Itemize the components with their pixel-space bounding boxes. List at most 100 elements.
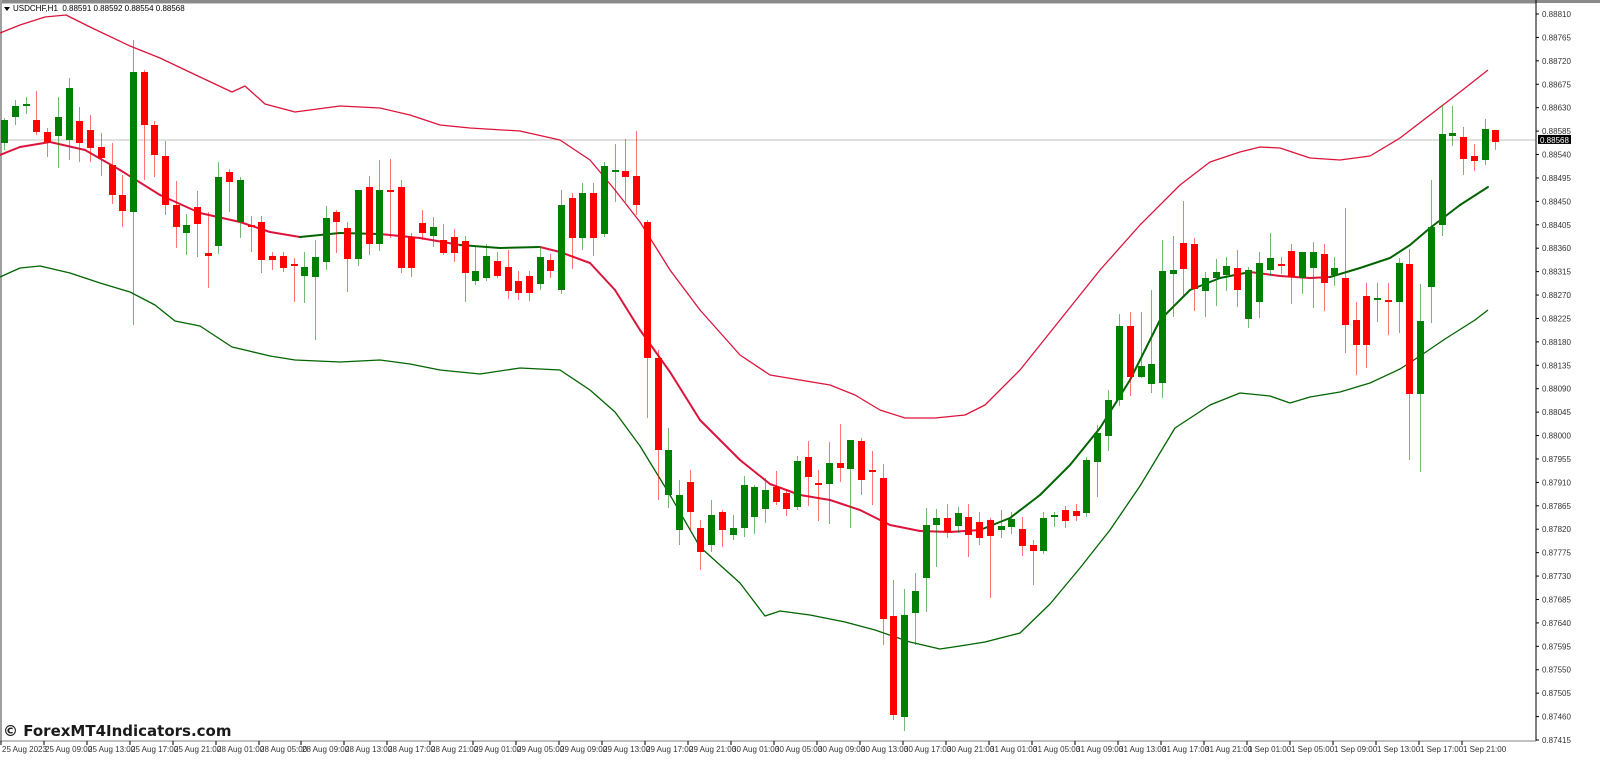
bull-candle [1310,242,1317,308]
price-tick-label: 0.88090 [1542,385,1571,394]
price-axis[interactable]: 0.88810 0.88765 0.88720 0.88675 0.88630 0.885… [1535,0,1571,745]
price-tick-label: 0.87460 [1542,713,1571,722]
time-tick-label: 30 Aug 09:00 [818,745,866,754]
bear-candle [333,210,340,253]
time-tick-label: 29 Aug 09:00 [560,745,608,754]
bear-candle [1127,312,1134,396]
time-tick-label: 29 Aug 13:00 [603,745,651,754]
bull-candle [1116,314,1123,406]
bear-candle [697,520,704,570]
bear-candle [494,252,501,278]
bull-candle [1374,283,1381,322]
price-tick-label: 0.88315 [1542,268,1571,277]
bear-candle [1342,208,1349,353]
collapse-triangle-icon[interactable] [4,6,10,11]
bear-candle [590,183,597,256]
time-tick-label: 28 Aug 05:00 [260,745,308,754]
bear-candle [976,512,983,545]
price-tick-label: 0.88630 [1542,104,1571,113]
window-top-border [0,0,1600,3]
bull-candle [601,162,608,237]
bull-candle [12,100,19,125]
bull-candle [1331,257,1338,286]
bull-candle [323,206,330,270]
time-tick-label: 28 Aug 17:00 [388,745,436,754]
bull-candle [1396,258,1403,333]
time-tick-label: 31 Aug 13:00 [1119,745,1167,754]
time-tick-label: 1 Sep 13:00 [1377,745,1421,754]
middle-band-segment [669,371,701,421]
bear-candle [569,193,576,269]
bear-candle [1363,283,1370,368]
middle-band-segment [1249,271,1281,277]
bear-candle [258,216,265,273]
time-tick-label: 30 Aug 05:00 [775,745,823,754]
time-tick-label: 30 Aug 17:00 [904,745,952,754]
bull-candle [130,40,137,325]
bear-candle [162,141,169,215]
middle-band-segment [1129,319,1161,381]
price-tick-label: 0.87820 [1542,525,1571,534]
price-tick-label: 0.88810 [1542,10,1571,19]
bear-candle [773,471,780,505]
bear-candle [1288,244,1295,304]
bear-candle [33,91,40,135]
chart-title: USDCHF,H1 0.88591 0.88592 0.88554 0.8856… [4,4,185,13]
bear-candle [1062,506,1069,528]
bull-candle [215,162,222,254]
bear-candle [644,220,651,418]
bull-candle [1299,252,1306,294]
bear-candle [419,210,426,240]
window-top-inner-border [0,3,1536,4]
bear-candle [109,143,116,204]
bear-candle [858,438,865,495]
bear-candle [76,107,83,162]
lower-band-line [0,265,1489,650]
bear-candle [87,115,94,162]
bear-candle [1353,302,1360,375]
time-tick-label: 29 Aug 05:00 [517,745,565,754]
middle-band-segment [589,262,616,291]
candlesticks [1,40,1499,731]
middle-band-segment [1359,257,1391,269]
bollinger-bands [0,14,1489,650]
bear-candle [194,191,201,257]
bull-candle [1439,105,1446,236]
bear-candle [987,518,994,598]
bear-candle [1073,504,1080,521]
bull-candle [537,247,544,290]
bull-candle [730,515,737,540]
bear-candle [387,159,394,238]
middle-band-segment [0,146,21,156]
price-tick-label: 0.87775 [1542,549,1571,558]
bear-candle [890,580,897,720]
time-tick-label: 30 Aug 13:00 [861,745,909,754]
bull-candle [1256,252,1263,318]
middle-band-segment [799,494,831,501]
price-tick-label: 0.88540 [1542,151,1571,160]
time-tick-label: 31 Aug 21:00 [1205,745,1253,754]
middle-band-segment [19,141,51,148]
bull-candle [708,500,715,552]
bear-candle [44,128,51,157]
middle-band-segment [829,499,861,511]
middle-band-segment [979,517,1011,531]
price-tick-label: 0.87955 [1542,455,1571,464]
bull-candle [794,456,801,510]
price-tick-label: 0.87505 [1542,689,1571,698]
price-tick-label: 0.88000 [1542,432,1571,441]
bear-candle [1460,127,1467,175]
bull-candle [1094,425,1101,497]
time-tick-label: 25 Aug 17:00 [131,745,179,754]
bear-candle [451,229,458,262]
price-tick-label: 0.88495 [1542,174,1571,183]
time-tick-label: 1 Sep 01:00 [1248,745,1292,754]
time-tick-label: 29 Aug 17:00 [646,745,694,754]
bull-candle [237,177,244,238]
price-tick-label: 0.88675 [1542,80,1571,89]
time-tick-label: 1 Sep 09:00 [1334,745,1378,754]
bear-candle [719,510,726,547]
